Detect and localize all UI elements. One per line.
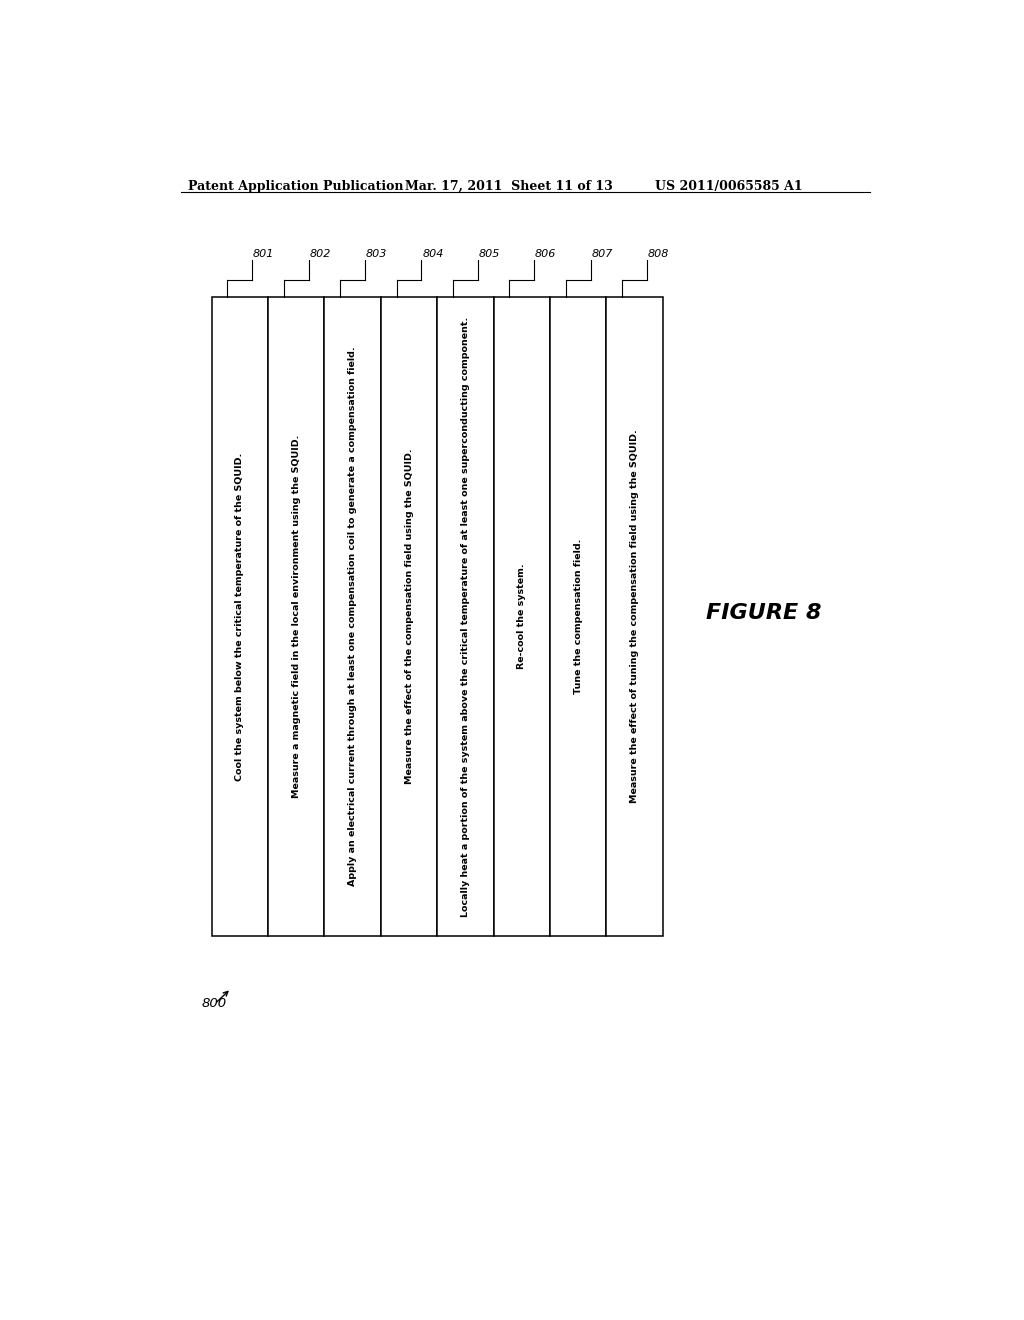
Bar — [437, 297, 494, 936]
Text: 804: 804 — [422, 249, 443, 259]
Bar — [550, 297, 606, 936]
Text: 807: 807 — [591, 249, 612, 259]
Text: Measure the effect of tuning the compensation field using the SQUID.: Measure the effect of tuning the compens… — [630, 430, 639, 804]
Text: Cool the system below the critical temperature of the SQUID.: Cool the system below the critical tempe… — [236, 453, 245, 780]
Bar — [325, 297, 381, 936]
Bar — [268, 297, 325, 936]
Text: 802: 802 — [309, 249, 331, 259]
Text: Re-cool the system.: Re-cool the system. — [517, 564, 526, 669]
Text: Mar. 17, 2011  Sheet 11 of 13: Mar. 17, 2011 Sheet 11 of 13 — [406, 180, 613, 193]
Text: Locally heat a portion of the system above the critical temperature of at least : Locally heat a portion of the system abo… — [461, 317, 470, 916]
Text: 806: 806 — [535, 249, 556, 259]
Text: Tune the compensation field.: Tune the compensation field. — [573, 539, 583, 694]
Text: 803: 803 — [366, 249, 387, 259]
Text: 800: 800 — [202, 998, 226, 1010]
Text: Measure a magnetic field in the local environment using the SQUID.: Measure a magnetic field in the local en… — [292, 434, 301, 799]
Text: FIGURE 8: FIGURE 8 — [706, 603, 821, 623]
Text: 805: 805 — [478, 249, 500, 259]
Text: Measure the effect of the compensation field using the SQUID.: Measure the effect of the compensation f… — [404, 449, 414, 784]
Bar — [606, 297, 663, 936]
Text: US 2011/0065585 A1: US 2011/0065585 A1 — [655, 180, 803, 193]
Bar — [212, 297, 268, 936]
Text: 801: 801 — [253, 249, 274, 259]
Bar — [381, 297, 437, 936]
Bar — [494, 297, 550, 936]
Text: Apply an electrical current through at least one compensation coil to generate a: Apply an electrical current through at l… — [348, 347, 357, 886]
Text: 808: 808 — [648, 249, 669, 259]
Text: Patent Application Publication: Patent Application Publication — [188, 180, 403, 193]
